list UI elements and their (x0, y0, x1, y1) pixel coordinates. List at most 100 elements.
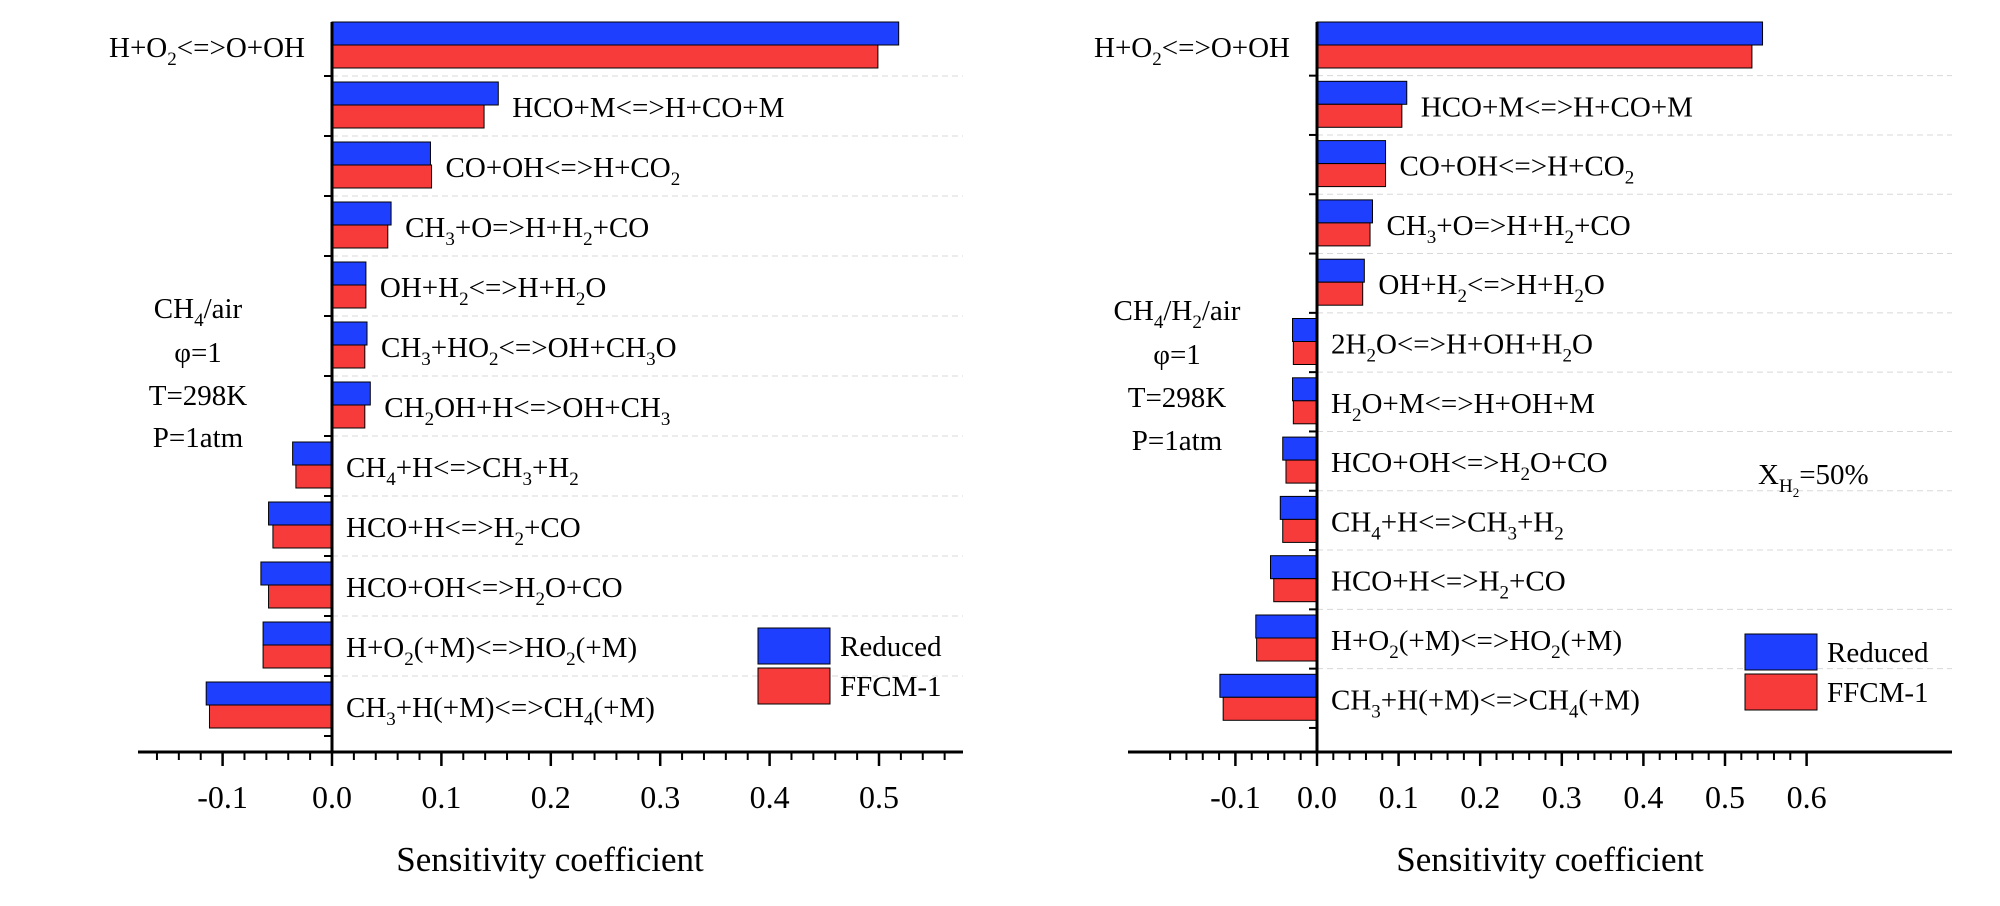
bar-reduced (262, 621, 333, 646)
reaction-label: CH3+O=>H+H2+CO (1386, 210, 1630, 248)
condition-text: CH4/H2/air (1114, 295, 1241, 333)
bar-reduced (331, 21, 900, 46)
x-tick-label: 0.0 (1297, 779, 1337, 815)
bar-ffcm (1316, 163, 1387, 188)
x-tick-label: 0.6 (1787, 779, 1827, 815)
bar-ffcm (1292, 341, 1318, 365)
legend-swatch-reduced (757, 627, 831, 665)
bar-reduced (331, 381, 371, 406)
bar-reduced (331, 321, 368, 346)
reaction-label: HCO+M<=>H+CO+M (512, 92, 784, 124)
bar-ffcm (1316, 222, 1371, 247)
condition-text: φ=1 (1153, 339, 1201, 371)
bar-reduced (1316, 199, 1373, 224)
bar-reduced (331, 201, 392, 226)
bar-reduced (1255, 614, 1318, 639)
bar-reduced (292, 441, 333, 466)
reaction-label: HCO+OH<=>H2O+CO (1331, 447, 1608, 485)
bar-ffcm (268, 584, 333, 609)
bar-ffcm (1316, 44, 1753, 69)
condition-text: T=298K (1128, 382, 1227, 414)
reaction-label: HCO+OH<=>H2O+CO (346, 572, 623, 610)
reaction-label: H+O2<=>O+OH (1094, 32, 1290, 70)
reaction-label: CH4+H<=>CH3+H2 (1331, 506, 1564, 544)
x-tick-label: 0.3 (1542, 779, 1582, 815)
bar-reduced (1292, 318, 1318, 342)
legend-label-reduced: Reduced (1827, 637, 1929, 669)
right-chart-panel: H+O2<=>O+OH HCO+M<=>H+CO+M CO+OH<=>H+CO2 CH… (1094, 21, 1952, 879)
reaction-label: CH2OH+H<=>OH+CH3 (384, 392, 670, 430)
x-tick-label: 0.5 (1705, 779, 1745, 815)
reaction-label: H2O+M<=>H+OH+M (1331, 388, 1595, 426)
reaction-label: H+O2(+M)<=>HO2(+M) (346, 632, 637, 670)
reaction-label: OH+H2<=>H+H2O (1378, 269, 1604, 307)
bar-ffcm (295, 464, 333, 489)
bar-ffcm (1316, 281, 1364, 306)
x-tick-label: 0.0 (312, 779, 352, 815)
bar-ffcm (331, 284, 367, 309)
reaction-label: CH3+H(+M)<=>CH4(+M) (346, 692, 655, 730)
reaction-label: HCO+H<=>H2+CO (346, 512, 581, 550)
condition-text: T=298K (149, 380, 248, 412)
bar-reduced (1219, 673, 1318, 698)
legend-label-ffcm: FFCM-1 (840, 671, 942, 703)
reaction-label: CO+OH<=>H+CO2 (446, 152, 681, 190)
bar-ffcm (331, 224, 389, 249)
left-chart-panel: H+O2<=>O+OH HCO+M<=>H+CO+M CO+OH<=>H+CO2 CH… (109, 21, 963, 879)
bar-reduced (331, 141, 431, 166)
x-tick-label: -0.1 (197, 779, 248, 815)
x-tick-label: 0.4 (750, 779, 790, 815)
bar-ffcm (1222, 696, 1318, 721)
x-tick-label: 0.2 (1460, 779, 1500, 815)
bar-ffcm (331, 404, 366, 429)
reaction-label: CH3+O=>H+H2+CO (405, 212, 649, 250)
bar-reduced (1316, 80, 1408, 105)
bar-reduced (260, 561, 333, 586)
x-tick-label: 0.2 (531, 779, 571, 815)
bar-reduced (1282, 436, 1318, 461)
x-axis-title: Sensitivity coefficient (396, 840, 704, 879)
x-tick-label: 0.1 (1379, 779, 1419, 815)
reaction-label: HCO+M<=>H+CO+M (1421, 91, 1693, 123)
bar-ffcm (331, 104, 485, 129)
x-axis-title: Sensitivity coefficient (1396, 840, 1704, 879)
x-tick-label: 0.3 (640, 779, 680, 815)
bar-reduced (1316, 140, 1387, 165)
x-tick-label: -0.1 (1210, 779, 1261, 815)
condition-text: P=1atm (1132, 425, 1223, 457)
bar-reduced (1279, 495, 1318, 520)
bar-reduced (1316, 258, 1365, 283)
reaction-label: 2H2O<=>H+OH+H2O (1331, 329, 1593, 367)
bar-reduced (1316, 21, 1764, 46)
bar-ffcm (331, 344, 366, 369)
bar-ffcm (272, 524, 333, 549)
legend-swatch-ffcm (757, 667, 831, 705)
bar-ffcm (1316, 103, 1403, 128)
legend: Reduced FFCM-1 (1744, 633, 1929, 711)
bar-ffcm (1282, 518, 1318, 543)
reaction-label: CH3+H(+M)<=>CH4(+M) (1331, 684, 1640, 722)
bar-ffcm (1273, 578, 1318, 603)
bar-ffcm (331, 44, 879, 69)
x-tick-label: 0.4 (1623, 779, 1663, 815)
bar-reduced (268, 501, 333, 526)
composition-annotation: XH2=50% (1758, 459, 1869, 500)
reaction-label: CO+OH<=>H+CO2 (1400, 151, 1635, 189)
bar-ffcm (262, 644, 333, 669)
x-tick-label: 0.1 (421, 779, 461, 815)
bar-reduced (1292, 377, 1318, 402)
reaction-label: H+O2(+M)<=>HO2(+M) (1331, 625, 1622, 663)
reaction-label: H+O2<=>O+OH (109, 32, 305, 70)
legend-label-ffcm: FFCM-1 (1827, 677, 1929, 709)
reaction-label: OH+H2<=>H+H2O (380, 272, 606, 310)
bar-ffcm (1285, 459, 1318, 484)
reaction-label: HCO+H<=>H2+CO (1331, 566, 1566, 604)
bar-reduced (331, 81, 499, 106)
legend: Reduced FFCM-1 (757, 627, 942, 705)
legend-swatch-reduced (1744, 633, 1818, 671)
bar-ffcm (1292, 400, 1318, 425)
reaction-label: CH3+HO2<=>OH+CH3O (381, 332, 677, 370)
bar-reduced (205, 681, 333, 706)
legend-swatch-ffcm (1744, 673, 1818, 711)
